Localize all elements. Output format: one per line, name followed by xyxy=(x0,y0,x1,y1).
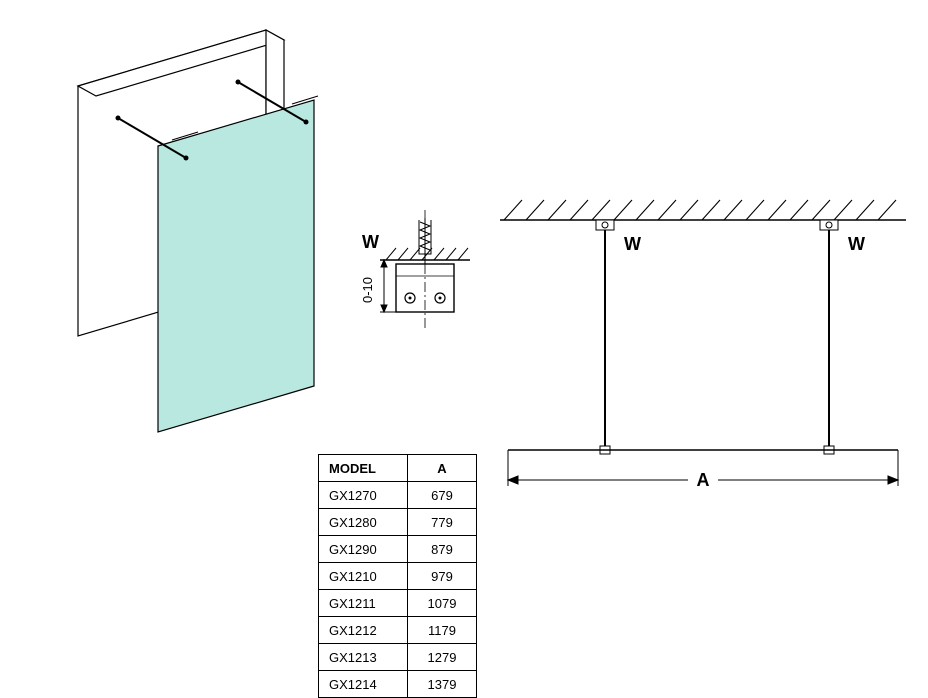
glass-panel xyxy=(158,100,314,432)
bracket-detail: W 0-10 xyxy=(360,210,470,330)
support-bar-left-wall-end xyxy=(116,116,121,121)
front-label-W-right: W xyxy=(848,234,865,254)
model-cell: GX1213 xyxy=(319,644,408,671)
bracket-dim-0-10-label: 0-10 xyxy=(360,277,375,303)
model-table-header-row: MODEL A xyxy=(319,455,477,482)
model-table-header-model: MODEL xyxy=(319,455,408,482)
table-row: GX1280 779 xyxy=(319,509,477,536)
support-bar-right-wall-end xyxy=(236,80,241,85)
iso-view xyxy=(78,30,318,432)
bracket-label-W: W xyxy=(362,232,379,252)
A-cell: 1079 xyxy=(408,590,477,617)
model-table: MODEL A GX1270 679 GX1280 779 GX1290 879… xyxy=(318,454,477,698)
model-cell: GX1270 xyxy=(319,482,408,509)
table-row: GX1212 1179 xyxy=(319,617,477,644)
support-bar-left-panel-end xyxy=(184,156,189,161)
A-cell: 779 xyxy=(408,509,477,536)
bracket-hole-right-center xyxy=(439,297,442,300)
model-cell: GX1214 xyxy=(319,671,408,698)
model-cell: GX1212 xyxy=(319,617,408,644)
A-cell: 979 xyxy=(408,563,477,590)
table-row: GX1290 879 xyxy=(319,536,477,563)
table-row: GX1210 979 xyxy=(319,563,477,590)
model-cell: GX1280 xyxy=(319,509,408,536)
A-cell: 679 xyxy=(408,482,477,509)
A-cell: 1179 xyxy=(408,617,477,644)
table-row: GX1214 1379 xyxy=(319,671,477,698)
bracket-hole-left-center xyxy=(409,297,412,300)
A-cell: 1279 xyxy=(408,644,477,671)
front-view: W W A xyxy=(500,200,906,490)
model-cell: GX1211 xyxy=(319,590,408,617)
support-bar-right-panel-end xyxy=(304,120,309,125)
bracket-dim-0-10 xyxy=(380,260,396,312)
dim-A-label: A xyxy=(697,470,710,490)
table-row: GX1270 679 xyxy=(319,482,477,509)
model-table-header-A: A xyxy=(408,455,477,482)
A-cell: 1379 xyxy=(408,671,477,698)
model-cell: GX1290 xyxy=(319,536,408,563)
front-label-W-left: W xyxy=(624,234,641,254)
table-row: GX1213 1279 xyxy=(319,644,477,671)
ceiling-hatch xyxy=(504,200,896,220)
table-row: GX1211 1079 xyxy=(319,590,477,617)
model-cell: GX1210 xyxy=(319,563,408,590)
A-cell: 879 xyxy=(408,536,477,563)
